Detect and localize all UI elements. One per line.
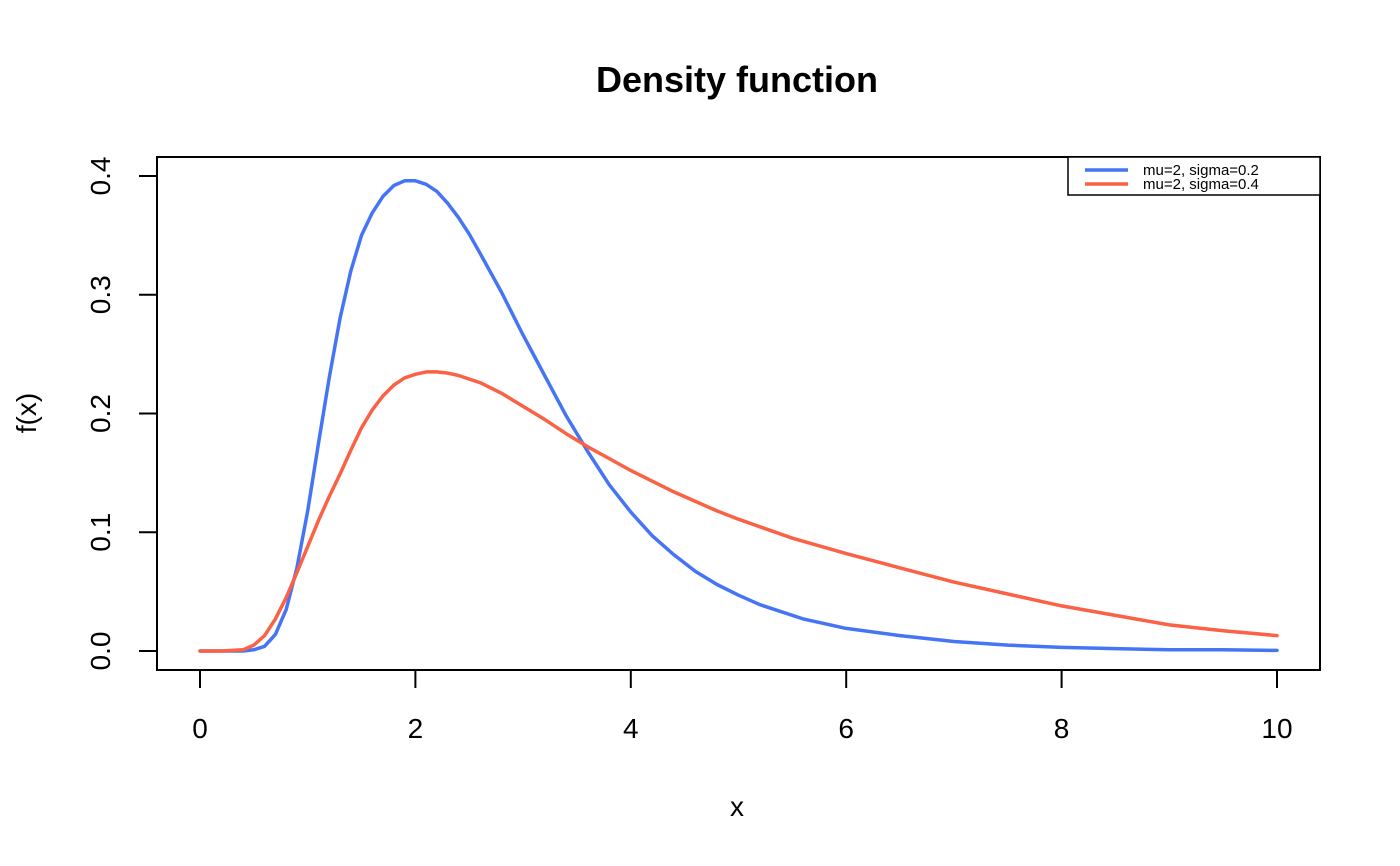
y-tick-label: 0.3 xyxy=(85,275,116,314)
x-tick-label: 10 xyxy=(1261,713,1292,744)
legend-label-series-2: mu=2, sigma=0.4 xyxy=(1143,176,1259,193)
x-axis-label: x xyxy=(730,791,744,822)
y-axis-label: f(x) xyxy=(11,393,42,433)
y-tick-label: 0.4 xyxy=(85,157,116,196)
x-tick-label: 0 xyxy=(192,713,208,744)
x-tick-label: 4 xyxy=(623,713,639,744)
y-tick-label: 0.2 xyxy=(85,394,116,433)
x-tick-label: 8 xyxy=(1054,713,1070,744)
chart-title: Density function xyxy=(596,59,878,100)
x-axis: 0 2 4 6 8 10 xyxy=(192,669,1293,744)
series-line-1 xyxy=(198,179,1279,653)
y-tick-label: 0.1 xyxy=(85,513,116,552)
y-tick-label: 0.0 xyxy=(85,632,116,671)
series-group xyxy=(198,179,1279,653)
x-tick-label: 2 xyxy=(408,713,424,744)
legend-label-series-1: mu=2, sigma=0.2 xyxy=(1143,162,1259,179)
x-tick-label: 6 xyxy=(838,713,854,744)
series-line-2 xyxy=(198,370,1279,653)
plot-frame xyxy=(156,156,1321,671)
legend: mu=2, sigma=0.2 mu=2, sigma=0.4 xyxy=(1067,156,1321,196)
y-axis: 0.0 0.1 0.2 0.3 0.4 xyxy=(85,157,158,671)
legend-box xyxy=(1067,156,1321,196)
